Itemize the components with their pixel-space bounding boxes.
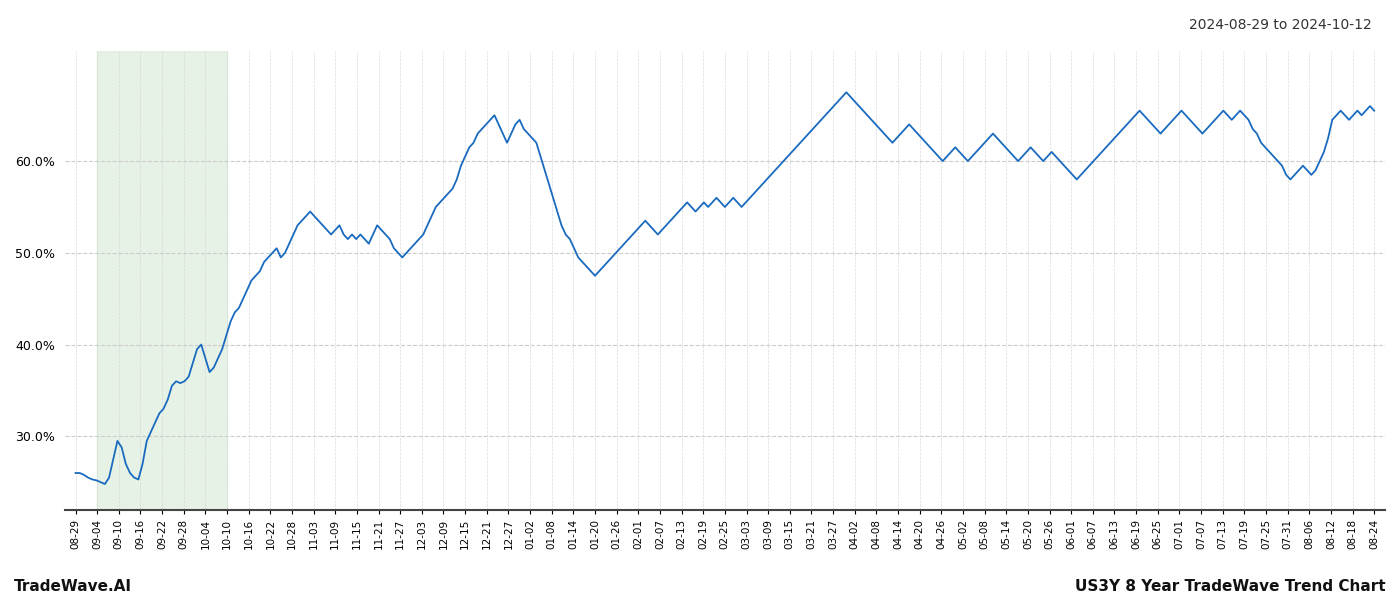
Text: TradeWave.AI: TradeWave.AI (14, 579, 132, 594)
Bar (97, 51, 227, 510)
Text: 2024-08-29 to 2024-10-12: 2024-08-29 to 2024-10-12 (1189, 18, 1372, 32)
Text: US3Y 8 Year TradeWave Trend Chart: US3Y 8 Year TradeWave Trend Chart (1075, 579, 1386, 594)
